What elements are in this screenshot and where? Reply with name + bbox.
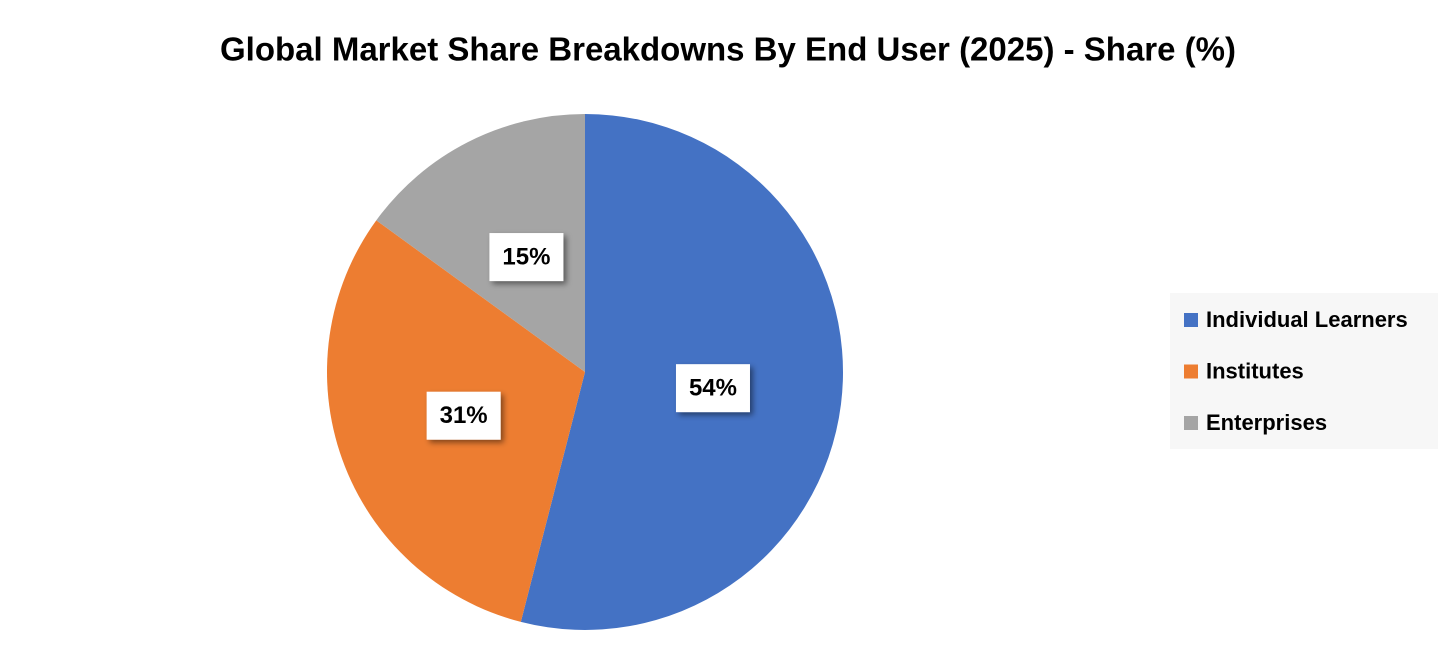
legend-label: Individual Learners [1206, 307, 1408, 332]
legend-label: Enterprises [1206, 410, 1327, 435]
data-label-box [426, 391, 501, 440]
data-label: 31% [440, 402, 488, 429]
legend-label: Institutes [1206, 358, 1304, 383]
legend-swatch [1184, 313, 1198, 327]
legend-swatch [1184, 364, 1198, 379]
chart-title: Global Market Share Breakdowns By End Us… [220, 31, 1236, 68]
legend-swatch [1184, 416, 1198, 430]
data-label-box [489, 233, 564, 282]
pie-slice [376, 114, 585, 372]
data-label: 15% [502, 243, 550, 270]
legend-box [1170, 293, 1438, 449]
data-label: 54% [689, 375, 737, 402]
data-label-box [675, 364, 750, 413]
